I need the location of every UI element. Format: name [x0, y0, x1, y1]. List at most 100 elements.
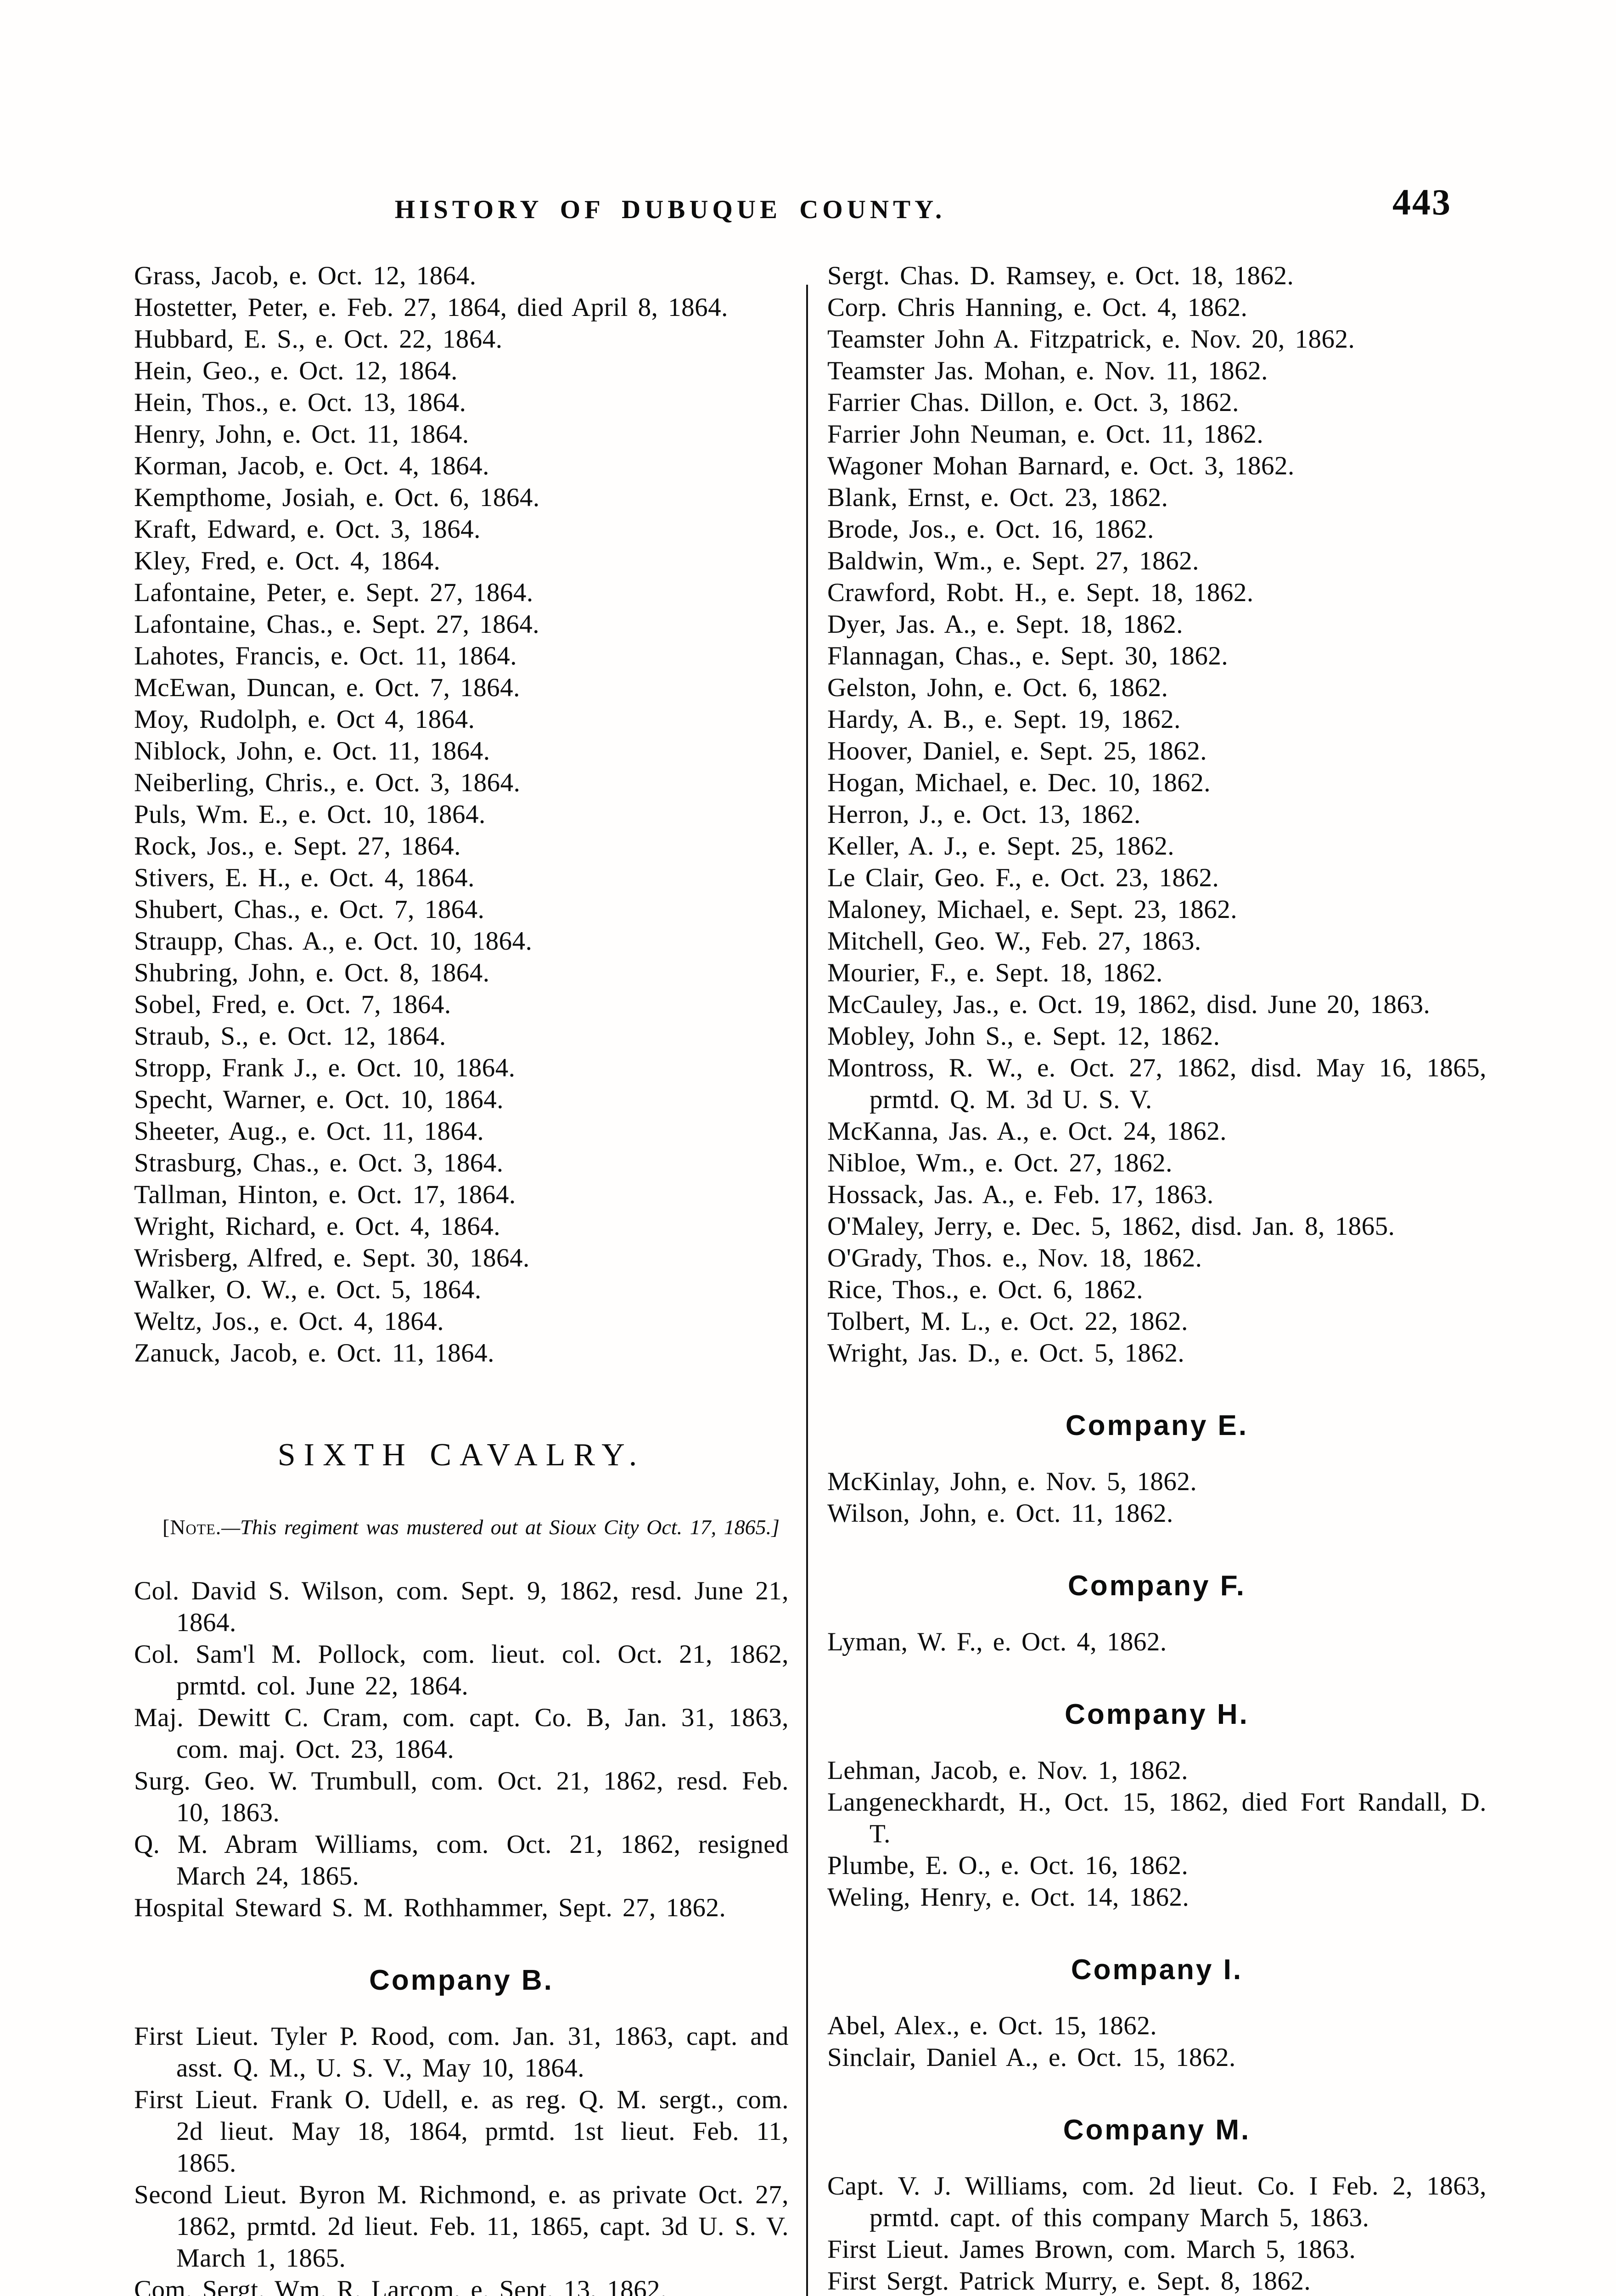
roster-entry: Sheeter, Aug., e. Oct. 11, 1864. — [134, 1117, 484, 1146]
left-column: Grass, Jacob, e. Oct. 12, 1864. Hostetter… — [134, 260, 789, 2296]
roster-entry: Straub, S., e. Oct. 12, 1864. — [134, 1022, 446, 1051]
roster-entry: Stropp, Frank J., e. Oct. 10, 1864. — [134, 1053, 516, 1082]
roster-entry: Corp. Chris Hanning, e. Oct. 4, 1862. — [827, 293, 1248, 322]
roster-entry: Weling, Henry, e. Oct. 14, 1862. — [827, 1883, 1190, 1912]
roster-entry: Wilson, John, e. Oct. 11, 1862. — [827, 1499, 1173, 1528]
roster-entry: Niblock, John, e. Oct. 11, 1864. — [134, 737, 490, 765]
roster-entry: McKanna, Jas. A., e. Oct. 24, 1862. — [827, 1117, 1227, 1146]
roster-entry: Lehman, Jacob, e. Nov. 1, 1862. — [827, 1756, 1189, 1785]
roster-entry: Langeneckhardt, H., Oct. 15, 1862, died … — [827, 1788, 1487, 1848]
roster-entry: Wright, Richard, e. Oct. 4, 1864. — [134, 1212, 500, 1241]
page-number: 443 — [1392, 182, 1452, 223]
roster-entry: Blank, Ernst, e. Oct. 23, 1862. — [827, 483, 1168, 512]
roster-entry: First Lieut. Frank O. Udell, e. as reg. … — [134, 2085, 789, 2178]
page-header-title: HISTORY OF DUBUQUE COUNTY. — [394, 195, 946, 224]
roster-entry: Montross, R. W., e. Oct. 27, 1862, disd.… — [827, 1053, 1487, 1114]
company-heading: Company I. — [1071, 1954, 1243, 1986]
roster-entry: Puls, Wm. E., e. Oct. 10, 1864. — [134, 800, 486, 829]
roster-entry: Lyman, W. F., e. Oct. 4, 1862. — [827, 1627, 1167, 1656]
note-body: —This regiment was mustered out at Sioux… — [221, 1515, 780, 1539]
roster-entry: Sobel, Fred, e. Oct. 7, 1864. — [134, 990, 451, 1019]
roster-entry: Wright, Jas. D., e. Oct. 5, 1862. — [827, 1339, 1185, 1367]
roster-entry: Neiberling, Chris., e. Oct. 3, 1864. — [134, 768, 521, 797]
roster-entry: Hogan, Michael, e. Dec. 10, 1862. — [827, 768, 1211, 797]
company-heading: Company H. — [1065, 1699, 1249, 1730]
roster-entry: Wrisberg, Alfred, e. Sept. 30, 1864. — [134, 1244, 530, 1272]
roster-entry: Farrier John Neuman, e. Oct. 11, 1862. — [827, 420, 1264, 449]
company-heading: Company M. — [1063, 2114, 1251, 2146]
roster-entry: Baldwin, Wm., e. Sept. 27, 1862. — [827, 546, 1199, 575]
roster-entry: Sergt. Chas. D. Ramsey, e. Oct. 18, 1862… — [827, 261, 1294, 290]
roster-entry: Crawford, Robt. H., e. Sept. 18, 1862. — [827, 578, 1254, 607]
roster-entry: Shubert, Chas., e. Oct. 7, 1864. — [134, 895, 485, 924]
roster-entry: O'Maley, Jerry, e. Dec. 5, 1862, disd. J… — [827, 1212, 1395, 1241]
note-prefix: [Note. — [163, 1515, 222, 1539]
roster-entry: Hein, Geo., e. Oct. 12, 1864. — [134, 356, 458, 385]
roster-entry: Maj. Dewitt C. Cram, com. capt. Co. B, J… — [134, 1703, 789, 1764]
roster-entry: Hubbard, E. S., e. Oct. 22, 1864. — [134, 325, 503, 354]
roster-entry: Mourier, F., e. Sept. 18, 1862. — [827, 958, 1163, 987]
column-divider — [806, 285, 808, 2296]
roster-entry: Hospital Steward S. M. Rothhammer, Sept.… — [134, 1893, 726, 1922]
roster-entry: Kley, Fred, e. Oct. 4, 1864. — [134, 546, 441, 575]
roster-entry: Teamster Jas. Mohan, e. Nov. 11, 1862. — [827, 356, 1268, 385]
roster-entry: Maloney, Michael, e. Sept. 23, 1862. — [827, 895, 1238, 924]
company-heading: Company E. — [1065, 1410, 1249, 1441]
roster-entry: Dyer, Jas. A., e. Sept. 18, 1862. — [827, 610, 1183, 639]
roster-entry: Nibloe, Wm., e. Oct. 27, 1862. — [827, 1148, 1173, 1177]
roster-entry: First Sergt. Patrick Murry, e. Sept. 8, … — [827, 2267, 1311, 2296]
roster-entry: Moy, Rudolph, e. Oct 4, 1864. — [134, 705, 475, 734]
roster-entry: Straupp, Chas. A., e. Oct. 10, 1864. — [134, 927, 533, 956]
roster-entry: Teamster John A. Fitzpatrick, e. Nov. 20… — [827, 325, 1355, 354]
roster-entry: Hein, Thos., e. Oct. 13, 1864. — [134, 388, 466, 417]
roster-entry: Second Lieut. Byron M. Richmond, e. as p… — [134, 2180, 789, 2273]
roster-entry: McCauley, Jas., e. Oct. 19, 1862, disd. … — [827, 990, 1431, 1019]
roster-entry: Henry, John, e. Oct. 11, 1864. — [134, 420, 469, 449]
roster-entry: Wagoner Mohan Barnard, e. Oct. 3, 1862. — [827, 451, 1295, 480]
roster-entry: Lahotes, Francis, e. Oct. 11, 1864. — [134, 642, 517, 670]
right-column: Sergt. Chas. D. Ramsey, e. Oct. 18, 1862… — [827, 260, 1487, 2296]
roster-entry: Gelston, John, e. Oct. 6, 1862. — [827, 673, 1168, 702]
roster-entry: Herron, J., e. Oct. 13, 1862. — [827, 800, 1141, 829]
roster-entry: Capt. V. J. Williams, com. 2d lieut. Co.… — [827, 2172, 1487, 2232]
roster-entry: Korman, Jacob, e. Oct. 4, 1864. — [134, 451, 489, 480]
roster-entry: Hossack, Jas. A., e. Feb. 17, 1863. — [827, 1180, 1214, 1209]
roster-entry: Plumbe, E. O., e. Oct. 16, 1862. — [827, 1851, 1189, 1880]
roster-entry: First Lieut. Tyler P. Rood, com. Jan. 31… — [134, 2022, 789, 2082]
roster-entry: Rice, Thos., e. Oct. 6, 1862. — [827, 1275, 1144, 1304]
roster-entry: O'Grady, Thos. e., Nov. 18, 1862. — [827, 1244, 1202, 1272]
company-heading: Company B. — [369, 1964, 554, 1996]
roster-entry: Lafontaine, Peter, e. Sept. 27, 1864. — [134, 578, 533, 607]
roster-entry: Hardy, A. B., e. Sept. 19, 1862. — [827, 705, 1181, 734]
regiment-note: [Note.—This regiment was mustered out at… — [134, 1514, 789, 1540]
roster-entry: Specht, Warner, e. Oct. 10, 1864. — [134, 1085, 504, 1114]
roster-entry: Sinclair, Daniel A., e. Oct. 15, 1862. — [827, 2043, 1236, 2072]
roster-entry: Walker, O. W., e. Oct. 5, 1864. — [134, 1275, 482, 1304]
roster-entry: Grass, Jacob, e. Oct. 12, 1864. — [134, 261, 477, 290]
roster-entry: Le Clair, Geo. F., e. Oct. 23, 1862. — [827, 863, 1219, 892]
roster-entry: Farrier Chas. Dillon, e. Oct. 3, 1862. — [827, 388, 1239, 417]
roster-entry: Q. M. Abram Williams, com. Oct. 21, 1862… — [134, 1830, 789, 1891]
roster-entry: Keller, A. J., e. Sept. 25, 1862. — [827, 832, 1174, 861]
roster-entry: Tolbert, M. L., e. Oct. 22, 1862. — [827, 1307, 1188, 1336]
roster-entry: Stivers, E. H., e. Oct. 4, 1864. — [134, 863, 475, 892]
roster-entry: Surg. Geo. W. Trumbull, com. Oct. 21, 18… — [134, 1767, 789, 1827]
roster-entry: First Lieut. James Brown, com. March 5, … — [827, 2235, 1356, 2264]
roster-entry: Lafontaine, Chas., e. Sept. 27, 1864. — [134, 610, 540, 639]
roster-entry: Flannagan, Chas., e. Sept. 30, 1862. — [827, 642, 1229, 670]
roster-entry: Weltz, Jos., e. Oct. 4, 1864. — [134, 1307, 444, 1336]
roster-entry: Mitchell, Geo. W., Feb. 27, 1863. — [827, 927, 1201, 956]
roster-entry: Rock, Jos., e. Sept. 27, 1864. — [134, 832, 461, 861]
roster-entry: Com. Sergt. Wm. R. Larcom, e. Sept. 13, … — [134, 2275, 667, 2296]
roster-entry: Strasburg, Chas., e. Oct. 3, 1864. — [134, 1148, 504, 1177]
roster-entry: Kempthome, Josiah, e. Oct. 6, 1864. — [134, 483, 540, 512]
roster-entry: Hostetter, Peter, e. Feb. 27, 1864, died… — [134, 293, 728, 322]
roster-entry: Col. Sam'l M. Pollock, com. lieut. col. … — [134, 1640, 789, 1700]
roster-entry: McKinlay, John, e. Nov. 5, 1862. — [827, 1467, 1197, 1496]
roster-entry: Brode, Jos., e. Oct. 16, 1862. — [827, 515, 1154, 544]
roster-entry: Tallman, Hinton, e. Oct. 17, 1864. — [134, 1180, 516, 1209]
roster-entry: Hoover, Daniel, e. Sept. 25, 1862. — [827, 737, 1207, 765]
roster-entry: Shubring, John, e. Oct. 8, 1864. — [134, 958, 490, 987]
regiment-section-title: SIXTH CAVALRY. — [277, 1437, 645, 1473]
